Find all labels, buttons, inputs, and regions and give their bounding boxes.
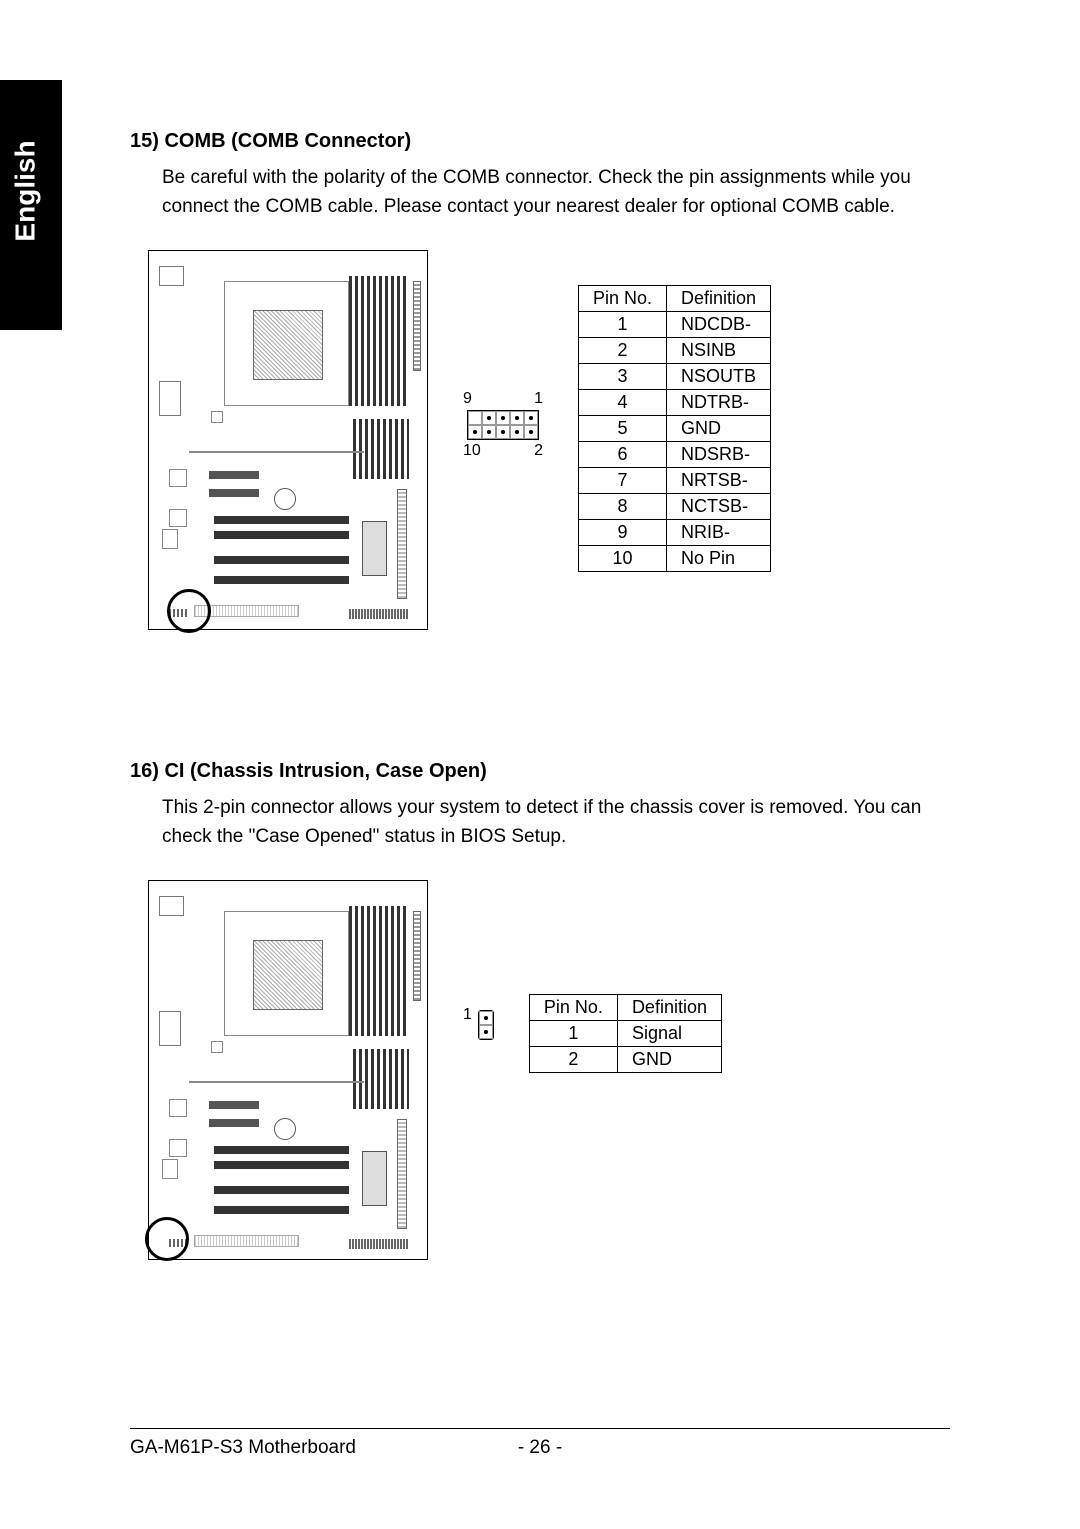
page-footer: GA-M61P-S3 Motherboard - 26 - [130, 1428, 950, 1459]
ci-pin-diagram: 1 [463, 1010, 494, 1040]
section-15-content-row: 9 1 [130, 250, 950, 630]
table-header-pin: Pin No. [579, 285, 667, 311]
table-row: 8NCTSB- [579, 493, 771, 519]
pin-label-1: 1 [534, 390, 543, 408]
table-row: 7NRTSB- [579, 467, 771, 493]
table-row: 5GND [579, 415, 771, 441]
section-16-body: This 2-pin connector allows your system … [130, 793, 950, 852]
comb-pin-diagram: 9 1 [463, 390, 543, 460]
section-16-heading: 16) CI (Chassis Intrusion, Case Open) [130, 760, 950, 783]
ci-pin-table: Pin No. Definition 1Signal 2GND [529, 994, 722, 1073]
pin-label-10: 10 [463, 442, 481, 460]
table-header-def: Definition [667, 285, 771, 311]
table-row: 10No Pin [579, 545, 771, 571]
pin-label-9: 9 [463, 390, 472, 408]
section-15-heading: 15) COMB (COMB Connector) [130, 130, 950, 153]
table-row: 4NDTRB- [579, 389, 771, 415]
table-row: 6NDSRB- [579, 441, 771, 467]
pin-label-2: 2 [534, 442, 543, 460]
connector-highlight-circle [167, 589, 211, 633]
connector-highlight-circle [145, 1217, 189, 1261]
pin-label-1v: 1 [463, 1006, 472, 1024]
language-tab: English [0, 80, 62, 330]
section-16-content-row: 1 Pin No. Definition 1Signal 2GND [130, 880, 950, 1260]
comb-pin-table: Pin No. Definition 1NDCDB- 2NSINB 3NSOUT… [578, 285, 771, 572]
table-header-pin: Pin No. [529, 994, 617, 1020]
section-16: 16) CI (Chassis Intrusion, Case Open) Th… [130, 760, 950, 1260]
motherboard-diagram-15 [148, 250, 428, 630]
language-tab-text: English [10, 140, 42, 241]
footer-model: GA-M61P-S3 Motherboard [130, 1437, 356, 1459]
table-header-def: Definition [617, 994, 721, 1020]
table-row: 9NRIB- [579, 519, 771, 545]
footer-page-number: - 26 - [518, 1437, 562, 1459]
section-15-body: Be careful with the polarity of the COMB… [130, 163, 950, 222]
section-15: 15) COMB (COMB Connector) Be careful wit… [130, 130, 950, 630]
table-header-row: Pin No. Definition [529, 994, 721, 1020]
table-row: 2GND [529, 1046, 721, 1072]
table-header-row: Pin No. Definition [579, 285, 771, 311]
motherboard-diagram-16 [148, 880, 428, 1260]
table-row: 3NSOUTB [579, 363, 771, 389]
table-row: 2NSINB [579, 337, 771, 363]
table-row: 1Signal [529, 1020, 721, 1046]
page-content: 15) COMB (COMB Connector) Be careful wit… [130, 130, 950, 1260]
table-row: 1NDCDB- [579, 311, 771, 337]
